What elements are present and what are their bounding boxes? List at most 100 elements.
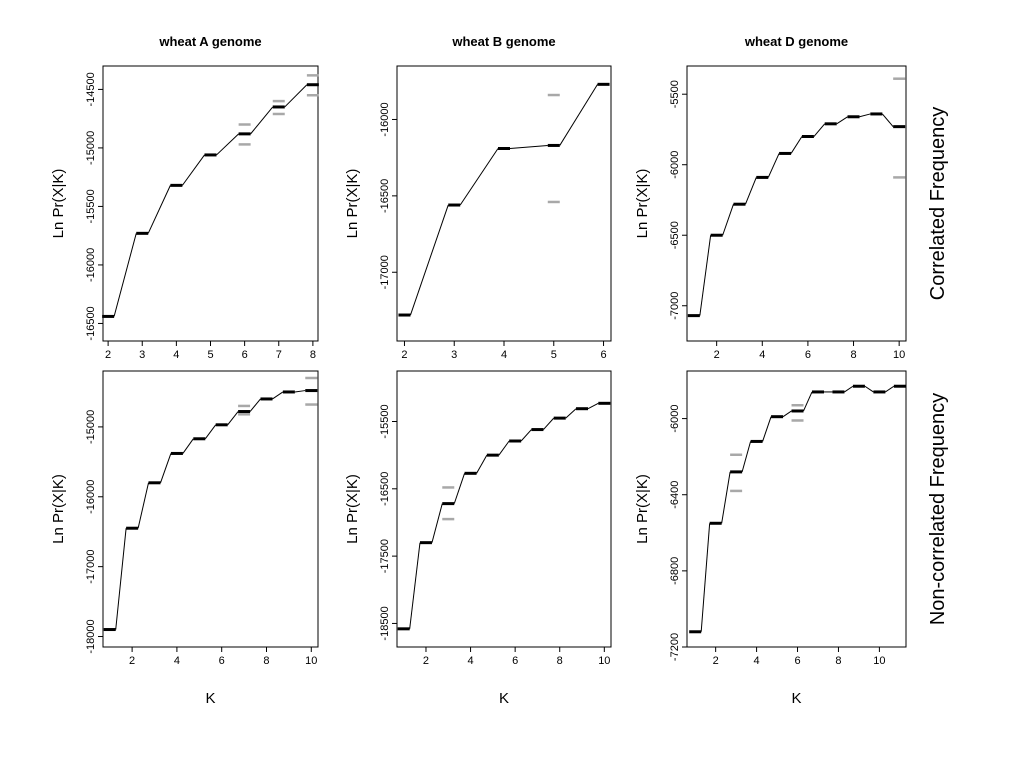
plot-frame (686, 370, 907, 648)
x-axis-label: K (499, 690, 509, 707)
x-tick-label: 4 (468, 655, 474, 667)
line-segment (476, 454, 488, 474)
line-segment (699, 235, 712, 316)
x-tick-label: 5 (551, 349, 557, 361)
y-tick-label: -17000 (85, 550, 97, 584)
plot-frame (102, 370, 319, 648)
y-axis-label: Ln Pr(X|K) (50, 169, 67, 239)
x-axis-label: K (791, 690, 801, 707)
line-segment (227, 411, 239, 426)
panel-1-0: 2 4 6 8 10 -18000 -17000 -16000 -15000 Ln Pr(X|K)… (50, 370, 319, 707)
y-tick-label: -6500 (669, 221, 681, 249)
y-tick-label: -14500 (85, 72, 97, 106)
line-segment (782, 410, 792, 418)
x-tick-label: 2 (401, 349, 407, 361)
line-segment (409, 204, 449, 316)
line-segment (509, 144, 548, 149)
line-segment (587, 402, 599, 410)
x-tick-label: 8 (310, 349, 316, 361)
x-tick-label: 2 (714, 349, 720, 361)
x-tick-label: 6 (242, 349, 248, 361)
line-segment (272, 391, 284, 400)
line-segment (790, 136, 803, 154)
line-segment (431, 503, 443, 543)
line-segment (864, 385, 874, 393)
line-segment (543, 417, 555, 430)
line-segment (745, 177, 757, 205)
x-tick-label: 3 (451, 349, 457, 361)
line-segment (216, 133, 239, 156)
y-tick-label: -16500 (379, 472, 391, 506)
y-tick-label: -18000 (85, 619, 97, 653)
x-tick-label: 4 (173, 349, 179, 361)
line-segment (294, 390, 306, 393)
line-segment (113, 233, 137, 317)
line-segment (284, 84, 308, 108)
line-segment (182, 438, 194, 454)
line-segment (115, 528, 127, 630)
x-tick-label: 2 (105, 349, 111, 361)
line-segment (565, 408, 577, 419)
x-tick-label: 10 (598, 655, 610, 667)
y-tick-label: -6000 (669, 405, 681, 433)
y-tick-label: -5500 (669, 80, 681, 108)
x-tick-label: 6 (512, 655, 518, 667)
line-segment (767, 153, 780, 178)
panel-0-2: 2 4 6 8 10 -7000 -6500 -6000 -5500 Ln Pr(X|K) (634, 65, 907, 361)
line-segment (722, 204, 734, 236)
y-tick-label: -16000 (85, 480, 97, 514)
panel-0-1: 2 3 4 5 6 -17000 -16500 -16000 Ln Pr(X|K) (344, 65, 612, 361)
y-tick-label: -15000 (85, 131, 97, 165)
y-tick-label: -7200 (669, 633, 681, 661)
column-title: wheat B genome (451, 34, 555, 49)
line-segment (204, 424, 217, 440)
x-tick-label: 6 (794, 655, 800, 667)
x-tick-label: 8 (850, 349, 856, 361)
x-tick-label: 2 (423, 655, 429, 667)
y-axis-label: Ln Pr(X|K) (50, 474, 67, 544)
y-tick-label: -15000 (85, 410, 97, 444)
line-segment (249, 398, 261, 412)
row-label: Non-correlated Frequency (927, 393, 949, 625)
panel-1-1: 2 4 6 8 10 -18500 -17500 -16500 -15500 Ln Pr(X|K)… (344, 370, 612, 707)
line-segment (459, 148, 499, 206)
x-tick-label: 7 (276, 349, 282, 361)
line-segment (700, 523, 711, 632)
y-tick-label: -15500 (379, 404, 391, 438)
x-tick-label: 2 (713, 655, 719, 667)
x-tick-label: 3 (139, 349, 145, 361)
line-segment (160, 453, 172, 483)
x-tick-label: 6 (219, 655, 225, 667)
panel-0-0: 2 3 4 5 6 7 8 -16500 -16000 -15500 -15000 -14500 Ln … (50, 65, 319, 361)
line-segment (844, 385, 854, 393)
plot-frame (102, 65, 319, 342)
column-title: wheat D genome (744, 34, 848, 49)
y-tick-label: -15500 (85, 189, 97, 223)
x-tick-label: 4 (759, 349, 765, 361)
line-segment (147, 185, 171, 234)
x-tick-label: 8 (557, 655, 563, 667)
line-segment (498, 440, 510, 456)
y-axis-label: Ln Pr(X|K) (634, 169, 651, 239)
y-tick-label: -18500 (379, 606, 391, 640)
line-segment (762, 416, 772, 442)
y-tick-label: -16500 (85, 306, 97, 340)
y-axis-label: Ln Pr(X|K) (344, 474, 361, 544)
y-axis-label: Ln Pr(X|K) (344, 169, 361, 239)
y-tick-label: -16000 (85, 248, 97, 282)
y-tick-label: -6000 (669, 151, 681, 179)
panel-1-2: 2 4 6 8 10 -7200 -6800 -6400 -6000 Ln Pr(X|K) K (634, 370, 907, 707)
line-segment (741, 441, 752, 473)
line-segment (137, 482, 149, 529)
plot-frame (396, 370, 612, 648)
line-segment (803, 391, 813, 412)
x-tick-label: 10 (893, 349, 905, 361)
x-tick-label: 4 (754, 655, 760, 667)
line-segment (250, 106, 274, 135)
line-segment (181, 154, 205, 186)
x-axis-label: K (205, 690, 215, 707)
x-tick-label: 4 (501, 349, 507, 361)
x-tick-label: 4 (174, 655, 180, 667)
y-tick-label: -17000 (379, 255, 391, 289)
